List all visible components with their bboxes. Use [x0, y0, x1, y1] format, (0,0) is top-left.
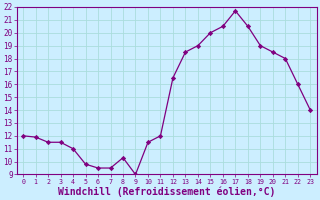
- X-axis label: Windchill (Refroidissement éolien,°C): Windchill (Refroidissement éolien,°C): [58, 186, 276, 197]
